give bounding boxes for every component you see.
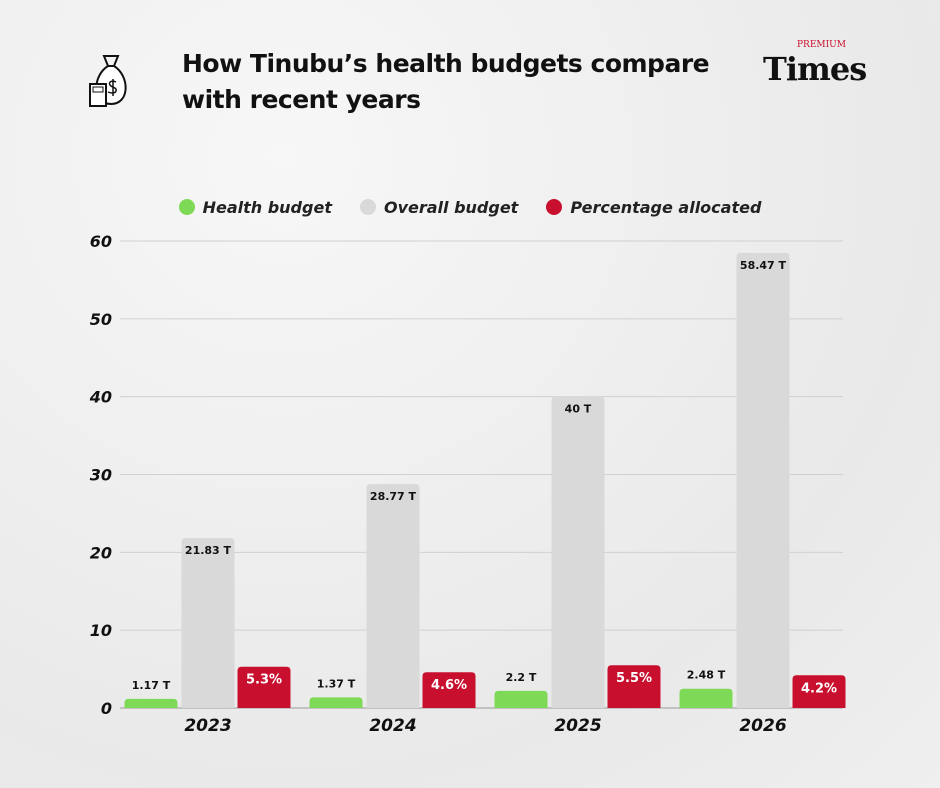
- x-category-label: 2025: [554, 716, 601, 736]
- bar-overall-budget: [181, 538, 235, 708]
- bar-health-budget: [679, 688, 733, 708]
- legend-label: Health budget: [202, 198, 332, 217]
- legend-item-health: Health budget: [178, 198, 332, 217]
- y-tick-label: 40: [89, 388, 112, 407]
- bar-health-budget: [309, 697, 363, 708]
- logo-premium-text: PREMIUM: [797, 40, 846, 50]
- legend-swatch: [359, 199, 376, 215]
- legend-item-overall: Overall budget: [359, 198, 519, 217]
- legend-item-percentage: Percentage allocated: [546, 198, 761, 217]
- bar-health-budget: [124, 698, 178, 708]
- data-label: 5.3%: [246, 673, 282, 688]
- premium-times-logo: PREMIUM Times: [763, 40, 875, 86]
- bar-overall-budget: [551, 396, 605, 708]
- data-label: 28.77 T: [370, 490, 417, 503]
- bar-overall-budget: [366, 484, 420, 708]
- y-tick-label: 60: [90, 232, 112, 251]
- data-label: 21.83 T: [185, 544, 232, 557]
- bar-percentage-allocated: [237, 666, 291, 708]
- data-label: 4.6%: [431, 678, 467, 693]
- data-label: 2.2 T: [506, 671, 537, 684]
- bar-percentage-allocated: [792, 675, 846, 708]
- calculator-icon: [89, 83, 107, 107]
- legend-swatch: [178, 199, 195, 215]
- data-label: 4.2%: [801, 681, 837, 696]
- data-label: 1.37 T: [317, 677, 356, 690]
- y-tick-label: 50: [90, 310, 112, 329]
- data-label: 5.5%: [616, 671, 652, 686]
- y-tick-label: 20: [90, 543, 112, 562]
- data-label: 58.47 T: [740, 259, 787, 272]
- bar-overall-budget: [736, 252, 790, 708]
- legend: Health budget Overall budget Percentage …: [0, 198, 940, 217]
- x-category-label: 2024: [369, 716, 416, 736]
- money-bag-icon: [89, 55, 127, 107]
- logo-times-text: Times: [763, 50, 867, 88]
- legend-swatch: [546, 199, 563, 215]
- legend-label: Percentage allocated: [570, 198, 762, 217]
- x-category-label: 2023: [184, 716, 231, 736]
- bar-percentage-allocated: [607, 665, 661, 708]
- y-tick-label: 30: [90, 466, 112, 485]
- data-label: 40 T: [565, 403, 592, 416]
- bar-percentage-allocated: [422, 672, 476, 708]
- data-label: 2.48 T: [687, 669, 726, 682]
- data-label: 1.17 T: [132, 679, 171, 692]
- x-category-label: 2026: [739, 716, 786, 736]
- legend-label: Overall budget: [383, 198, 519, 217]
- y-tick-label: 10: [90, 621, 112, 640]
- chart-title: How Tinubu’s health budgets compare with…: [182, 49, 710, 114]
- y-tick-label: 0: [101, 699, 112, 718]
- bar-health-budget: [494, 690, 548, 708]
